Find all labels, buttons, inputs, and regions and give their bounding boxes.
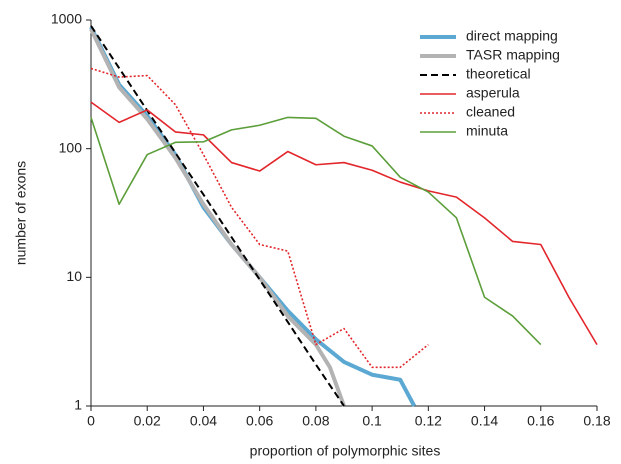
x-tick-label: 0.04 [190,413,217,429]
x-tick-label: 0.08 [302,413,329,429]
y-axis-label: number of exons [13,161,29,265]
legend-label: direct mapping [466,28,558,44]
x-axis-label: proportion of polymorphic sites [250,443,441,459]
series-line [90,101,598,346]
series-line [90,67,429,369]
x-tick-label: 0.06 [246,413,273,429]
x-tick-label: 0.12 [415,413,442,429]
x-tick-label: 0.16 [527,413,554,429]
x-tick-label: 0.18 [583,413,610,429]
y-tick-label: 1000 [51,11,82,27]
legend-label: cleaned [466,104,515,120]
x-tick-label: 0 [87,413,95,429]
legend-label: TASR mapping [466,47,560,63]
series-line [89,26,417,407]
x-tick-label: 0.02 [134,413,161,429]
x-tick-label: 0.14 [471,413,498,429]
legend-label: minuta [466,123,508,139]
y-tick-label: 10 [66,268,82,284]
series-line [90,116,542,346]
legend-label: theoretical [466,66,531,82]
x-tick-label: 0.1 [362,413,382,429]
series-line [89,28,346,407]
y-tick-label: 1 [74,397,82,413]
legend-label: asperula [466,85,520,101]
series-line [90,25,345,407]
y-tick-label: 100 [59,139,83,155]
